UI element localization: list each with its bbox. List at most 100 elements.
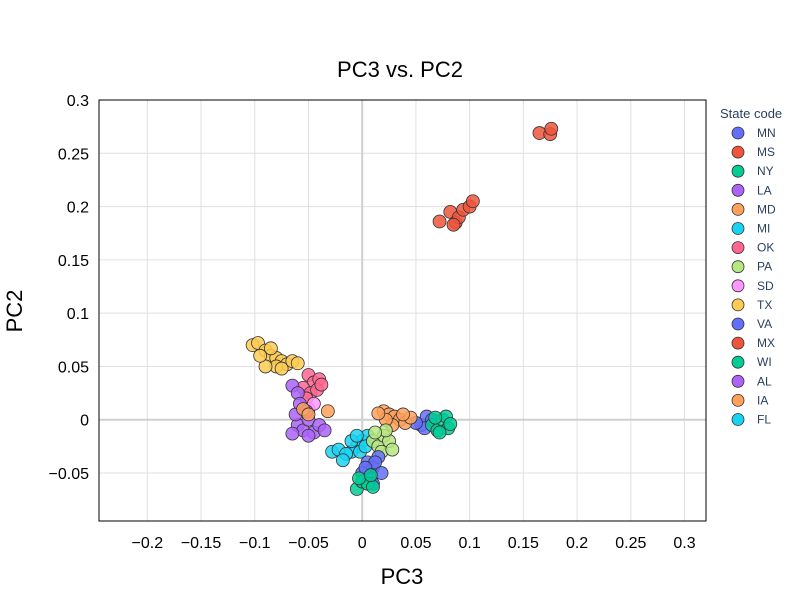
- y-tick-label: 0.15: [58, 253, 89, 270]
- legend-label: IA: [757, 393, 768, 407]
- y-tick-label: 0.2: [67, 200, 89, 217]
- data-point: [301, 407, 316, 422]
- legend-label: LA: [757, 183, 772, 197]
- y-tick-label: −0.05: [49, 466, 90, 483]
- legend-marker: [731, 355, 745, 369]
- x-tick-label: −0.1: [239, 535, 271, 552]
- legend-label: PA: [757, 260, 772, 274]
- y-tick-label: 0.1: [67, 306, 89, 323]
- data-point: [465, 194, 480, 209]
- legend-label: MN: [757, 126, 776, 140]
- data-point: [544, 121, 559, 136]
- x-axis-title: PC3: [381, 564, 424, 589]
- data-point: [446, 217, 461, 232]
- y-axis-title: PC2: [2, 290, 27, 333]
- series-al: [285, 378, 314, 441]
- legend-marker: [731, 222, 745, 235]
- series-ok: [296, 368, 329, 406]
- x-tick-label: 0.1: [459, 535, 481, 552]
- legend-marker: [731, 393, 745, 407]
- series-ms: [432, 194, 480, 232]
- legend-marker: [731, 279, 745, 293]
- series-mx: [532, 121, 559, 142]
- x-tick-label: 0: [358, 535, 367, 552]
- legend-marker: [731, 260, 745, 274]
- legend-item-ia[interactable]: IA: [731, 393, 768, 407]
- grid-lines: [99, 99, 706, 521]
- zero-lines: [99, 100, 706, 521]
- legend-item-mi[interactable]: MI: [731, 222, 770, 236]
- data-point: [428, 410, 443, 425]
- legend-label: MI: [757, 222, 770, 236]
- legend-label: MS: [757, 145, 775, 159]
- data-point: [363, 468, 378, 483]
- data-point: [371, 406, 386, 421]
- legend-marker: [731, 164, 745, 178]
- legend-title: State code: [720, 106, 782, 121]
- x-tick-label: −0.2: [132, 535, 164, 552]
- y-tick-label: 0.05: [58, 359, 89, 376]
- legend-marker: [731, 145, 745, 159]
- legend-item-pa[interactable]: PA: [731, 260, 772, 274]
- data-point: [263, 341, 278, 356]
- data-point: [349, 428, 364, 443]
- data-point: [317, 423, 332, 438]
- legend-label: MX: [757, 336, 775, 350]
- data-point: [301, 428, 316, 443]
- legend-item-la[interactable]: LA: [731, 183, 772, 197]
- legend-marker: [731, 126, 745, 140]
- legend-item-fl[interactable]: FL: [731, 413, 771, 427]
- legend-item-al[interactable]: AL: [731, 374, 772, 388]
- legend-item-tx[interactable]: TX: [731, 298, 772, 312]
- series-tx: [245, 336, 305, 376]
- series-fl: [325, 428, 364, 468]
- legend-marker: [731, 183, 745, 197]
- legend-label: WI: [757, 355, 772, 369]
- x-tick-label: 0.2: [566, 535, 588, 552]
- y-tick-label: 0.25: [58, 146, 89, 163]
- legend-item-md[interactable]: MD: [731, 202, 776, 216]
- legend-marker: [731, 202, 745, 216]
- legend-item-sd[interactable]: SD: [731, 279, 774, 293]
- data-point: [432, 214, 447, 229]
- series-ny: [425, 409, 458, 440]
- data-points: [245, 121, 559, 496]
- legend-item-ok[interactable]: OK: [731, 241, 774, 255]
- legend-marker: [731, 317, 745, 331]
- legend: State code MN MS NY LA MD MI OK PA SD TX VA MX WI AL I…: [720, 106, 782, 427]
- legend-label: SD: [757, 279, 774, 293]
- x-tick-label: −0.15: [181, 535, 222, 552]
- legend-item-va[interactable]: VA: [731, 317, 772, 331]
- data-point: [432, 425, 447, 440]
- legend-marker: [731, 241, 745, 255]
- data-point: [290, 356, 305, 371]
- x-tick-label: 0.25: [615, 535, 646, 552]
- legend-label: FL: [757, 413, 771, 427]
- x-tick-label: 0.3: [673, 535, 695, 552]
- series-pa: [366, 423, 400, 459]
- legend-label: OK: [757, 241, 774, 255]
- legend-marker: [731, 374, 745, 388]
- legend-item-mx[interactable]: MX: [731, 336, 775, 350]
- data-point: [385, 442, 400, 457]
- legend-label: AL: [757, 374, 772, 388]
- data-point: [368, 425, 383, 440]
- plot-frame: [98, 99, 707, 522]
- data-point: [253, 348, 268, 363]
- legend-label: TX: [757, 298, 772, 312]
- data-point: [285, 426, 300, 441]
- legend-label: VA: [757, 317, 772, 331]
- data-point: [274, 361, 289, 376]
- legend-item-wi[interactable]: WI: [731, 355, 772, 369]
- legend-item-mn[interactable]: MN: [731, 126, 776, 140]
- legend-marker: [731, 298, 745, 312]
- data-point: [314, 377, 329, 392]
- chart-title: PC3 vs. PC2: [337, 57, 463, 82]
- legend-label: MD: [757, 202, 776, 216]
- data-point: [396, 407, 410, 422]
- legend-item-ny[interactable]: NY: [731, 164, 774, 178]
- x-tick-label: −0.05: [288, 535, 329, 552]
- y-axis-ticks: −0.05 0 0.05 0.1 0.15 0.2 0.25 0.3: [49, 93, 90, 483]
- data-point: [320, 404, 335, 419]
- legend-item-ms[interactable]: MS: [731, 145, 775, 159]
